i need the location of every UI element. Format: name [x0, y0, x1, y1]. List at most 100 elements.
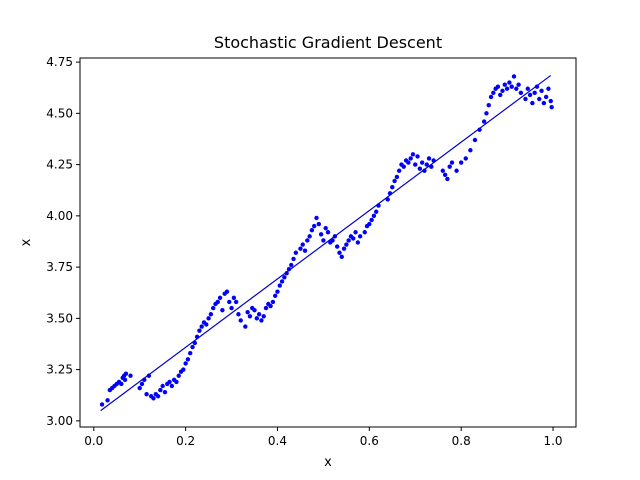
data-point — [374, 209, 379, 214]
data-point — [323, 225, 328, 231]
data-point — [549, 105, 554, 110]
data-point — [206, 316, 211, 321]
y-tick-label: 4.00 — [46, 209, 73, 223]
data-point — [325, 230, 331, 235]
data-point — [442, 172, 448, 178]
data-point — [263, 305, 269, 311]
data-point — [305, 238, 310, 243]
x-tick-label: 0.0 — [84, 434, 103, 448]
y-tick-label: 4.75 — [46, 55, 73, 69]
fit-line — [100, 74, 552, 412]
data-point — [396, 168, 402, 173]
data-point — [394, 174, 400, 180]
data-point — [426, 156, 432, 161]
data-point — [167, 379, 172, 385]
y-axis-ticks: 3.00 3.25 3.50 3.75 4.00 4.25 4.50 4.75 — [46, 55, 80, 428]
data-point — [247, 314, 253, 319]
data-point — [511, 74, 517, 79]
x-tick-label: 0.2 — [176, 434, 195, 448]
data-point — [233, 299, 239, 305]
data-point — [309, 228, 315, 233]
data-point — [183, 361, 188, 366]
data-point — [546, 86, 551, 91]
data-point — [261, 314, 266, 319]
data-point — [472, 137, 478, 143]
data-point — [334, 244, 340, 249]
data-point — [454, 168, 459, 173]
data-point — [548, 98, 553, 104]
data-point — [316, 221, 322, 227]
data-point — [440, 168, 446, 173]
data-point — [289, 262, 294, 268]
data-point — [160, 383, 165, 389]
data-point — [245, 310, 250, 315]
data-point — [369, 217, 374, 223]
data-point — [413, 162, 418, 167]
data-point — [417, 166, 423, 171]
data-point — [215, 299, 220, 305]
data-point — [128, 373, 133, 378]
y-tick-label: 3.50 — [46, 311, 73, 325]
data-point — [277, 283, 282, 288]
y-tick-label: 3.00 — [46, 414, 73, 428]
data-point — [105, 398, 110, 403]
chart-title: Stochastic Gradient Descent — [214, 33, 442, 52]
data-point — [284, 271, 289, 276]
data-point — [410, 152, 416, 157]
data-point — [486, 102, 491, 108]
data-point — [447, 164, 452, 169]
data-point — [514, 86, 519, 91]
data-point — [256, 312, 262, 317]
data-point — [357, 234, 363, 239]
data-point — [314, 215, 319, 221]
data-point — [445, 176, 450, 182]
data-point — [341, 246, 347, 251]
data-point — [419, 160, 425, 165]
data-point — [351, 236, 356, 241]
data-point — [401, 164, 406, 169]
data-point — [530, 100, 535, 106]
x-tick-label: 0.8 — [452, 434, 471, 448]
data-point — [537, 96, 542, 102]
data-point — [488, 94, 494, 100]
data-point — [243, 324, 248, 329]
data-point — [279, 279, 285, 284]
data-point — [291, 256, 296, 262]
data-point — [99, 402, 105, 407]
data-point — [500, 88, 505, 94]
data-point — [197, 328, 202, 333]
data-point — [151, 396, 156, 401]
data-point — [158, 387, 163, 393]
data-point — [146, 373, 152, 378]
data-point — [307, 234, 312, 239]
data-point — [408, 156, 413, 161]
data-point — [390, 184, 395, 190]
data-point — [525, 86, 530, 91]
x-tick-label: 1.0 — [543, 434, 562, 448]
data-point — [346, 238, 351, 243]
data-point — [463, 156, 468, 161]
y-tick-label: 3.75 — [46, 260, 73, 274]
data-point — [208, 312, 214, 317]
data-point — [270, 299, 276, 305]
data-point — [139, 381, 145, 387]
data-point — [190, 344, 195, 350]
data-point — [162, 389, 168, 395]
data-point — [137, 385, 142, 391]
data-point — [231, 295, 237, 301]
data-point — [181, 367, 186, 372]
x-axis-ticks: 0.0 0.2 0.4 0.6 0.8 1.0 — [84, 427, 563, 448]
x-axis-label: x — [324, 455, 332, 470]
data-point — [424, 162, 429, 167]
data-point — [123, 371, 129, 376]
data-point — [355, 240, 361, 245]
data-point — [406, 160, 411, 165]
data-point — [495, 84, 501, 89]
data-point — [298, 246, 303, 251]
y-tick-label: 4.25 — [46, 158, 73, 172]
data-point — [468, 148, 473, 153]
data-point — [272, 293, 278, 298]
data-point — [491, 90, 496, 96]
data-point — [539, 88, 544, 94]
